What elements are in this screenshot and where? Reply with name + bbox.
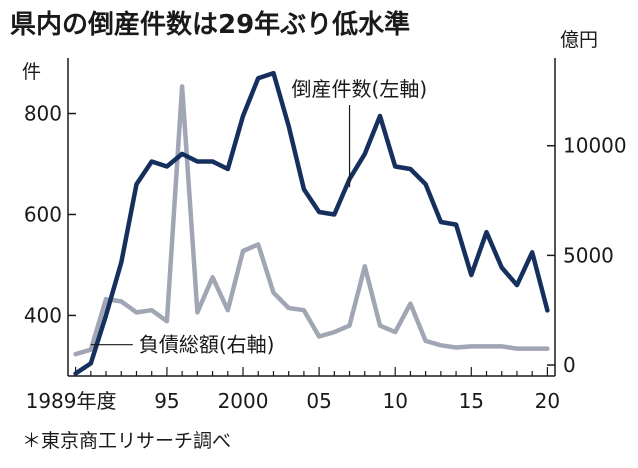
point-debt-1991 (105, 298, 107, 300)
point-debt-1993 (135, 311, 138, 313)
series-points (75, 72, 548, 375)
left-tick-label: 600 (24, 202, 62, 226)
point-debt-2018 (516, 347, 518, 350)
point-bankruptcy-1991 (105, 314, 107, 317)
point-bankruptcy-2005 (318, 211, 320, 213)
point-bankruptcy-2019 (531, 251, 533, 253)
point-debt-1992 (120, 300, 122, 303)
point-bankruptcy-2002 (272, 72, 275, 74)
point-bankruptcy-2000 (242, 115, 244, 117)
point-bankruptcy-2012 (425, 183, 427, 185)
point-debt-2011 (409, 303, 412, 305)
series-line-debt (73, 84, 550, 357)
point-debt-1989 (75, 353, 77, 355)
right-tick-label: 5000 (563, 243, 614, 267)
point-debt-2008 (364, 265, 366, 267)
x-tick-label: 1989年度 (26, 389, 117, 413)
point-debt-2017 (501, 345, 503, 347)
point-bankruptcy-2006 (333, 213, 335, 216)
point-debt-2012 (425, 340, 427, 342)
point-bankruptcy-2011 (409, 168, 412, 170)
point-bankruptcy-1992 (120, 261, 122, 264)
point-bankruptcy-2001 (257, 77, 259, 79)
x-axis-ticks: 1989年度 95 2000 05 10 15 20 (26, 367, 560, 413)
point-debt-2015 (470, 345, 472, 347)
point-bankruptcy-1997 (196, 160, 198, 163)
point-bankruptcy-2004 (303, 188, 305, 190)
point-bankruptcy-1990 (90, 362, 92, 364)
annotation-debt: 負債総額(右軸) (139, 333, 275, 357)
point-debt-1998 (211, 276, 214, 278)
point-bankruptcy-2009 (379, 115, 381, 117)
point-bankruptcy-1998 (211, 160, 214, 163)
point-debt-2003 (288, 307, 290, 309)
left-tick-label: 400 (24, 303, 62, 327)
point-debt-2007 (348, 324, 351, 327)
point-debt-1994 (151, 309, 153, 311)
series-line-bankruptcy (73, 70, 550, 376)
point-bankruptcy-2018 (516, 284, 518, 286)
point-bankruptcy-1999 (227, 168, 229, 170)
x-tick-label: 05 (306, 389, 331, 413)
point-debt-2002 (272, 292, 275, 294)
x-tick-label: 2000 (218, 389, 269, 413)
point-debt-1995 (166, 320, 168, 322)
point-debt-2016 (485, 345, 488, 347)
x-tick-label: 15 (459, 389, 484, 413)
right-tick-label: 0 (563, 353, 576, 377)
point-debt-1996 (181, 85, 183, 88)
source-note: ＊東京商工リサーチ調べ (22, 430, 231, 452)
point-debt-1997 (196, 311, 198, 313)
point-bankruptcy-1995 (166, 165, 168, 168)
point-bankruptcy-2014 (455, 223, 457, 226)
point-debt-2019 (531, 347, 533, 350)
point-bankruptcy-1994 (151, 160, 153, 163)
point-bankruptcy-2013 (440, 221, 442, 223)
right-axis-unit: 億円 (560, 29, 598, 51)
point-debt-2020 (546, 347, 548, 350)
right-tick-label: 10000 (563, 134, 627, 158)
point-bankruptcy-2020 (546, 309, 548, 311)
point-debt-2006 (333, 331, 335, 333)
point-bankruptcy-1993 (135, 183, 138, 185)
point-debt-1999 (227, 309, 229, 311)
chart-title: 県内の倒産件数は29年ぶり低水準 (10, 9, 410, 40)
point-debt-2004 (303, 309, 305, 311)
point-bankruptcy-2016 (485, 231, 488, 233)
point-debt-2001 (257, 243, 259, 246)
point-debt-2013 (440, 344, 442, 346)
point-bankruptcy-1989 (75, 372, 77, 375)
point-debt-2009 (379, 324, 381, 327)
point-debt-2014 (455, 346, 457, 349)
point-bankruptcy-2008 (364, 153, 366, 155)
right-axis-ticks: 0 5000 10000 (547, 134, 627, 377)
left-axis-ticks: 400 600 800 (24, 102, 76, 327)
point-bankruptcy-2015 (470, 274, 472, 276)
point-bankruptcy-2017 (501, 266, 503, 269)
point-debt-2000 (242, 250, 244, 252)
left-axis-unit: 件 (22, 61, 41, 83)
point-bankruptcy-1996 (181, 153, 183, 155)
point-bankruptcy-2003 (288, 125, 290, 127)
point-debt-2010 (394, 331, 396, 333)
annotation-bankruptcy: 倒産件数(左軸) (292, 77, 428, 101)
plot-area: 400 600 800 0 5000 10000 1989年度 95 2000 05 10 15 2… (24, 58, 627, 413)
point-bankruptcy-2010 (394, 165, 396, 168)
x-tick-label: 20 (535, 389, 560, 413)
x-tick-label: 10 (382, 389, 407, 413)
left-tick-label: 800 (24, 102, 62, 126)
point-debt-2005 (318, 335, 320, 338)
x-tick-label: 95 (154, 389, 179, 413)
point-debt-1990 (90, 349, 92, 351)
